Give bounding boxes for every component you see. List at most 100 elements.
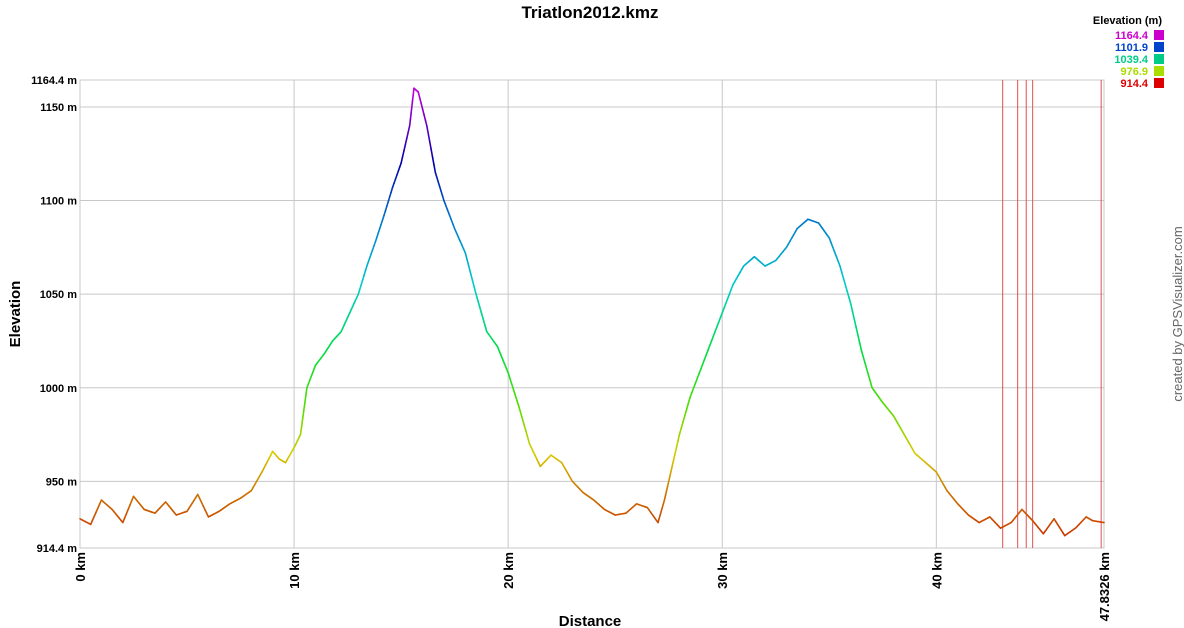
elevation-segment — [857, 333, 861, 344]
elevation-segment — [519, 411, 524, 420]
elevation-segment — [692, 382, 697, 389]
y-tick-label: 1150 m — [40, 102, 77, 114]
elevation-segment — [426, 124, 430, 135]
elevation-segment — [446, 209, 451, 216]
elevation-segment — [443, 199, 447, 207]
elevation-segment — [302, 402, 306, 412]
x-tick-label: 47.8326 km — [1097, 552, 1112, 621]
elevation-segment — [437, 181, 441, 188]
elevation-segment — [450, 218, 454, 225]
elevation-segment — [404, 137, 408, 146]
elevation-segment — [526, 436, 531, 445]
elevation-segment — [364, 265, 368, 272]
elevation-segment — [477, 299, 481, 308]
elevation-segment — [864, 361, 868, 370]
legend-swatch — [1154, 66, 1164, 76]
elevation-segment — [469, 272, 474, 282]
elevation-segment — [714, 326, 718, 333]
plot-frame — [79, 79, 1105, 549]
elevation-segment — [848, 296, 852, 305]
x-tick-label: 20 km — [501, 552, 516, 589]
elevation-segment — [665, 485, 669, 492]
elevation-segment — [388, 191, 392, 198]
elevation-segment — [853, 318, 857, 328]
elevation-segment — [452, 223, 456, 230]
elevation-segment — [434, 171, 438, 178]
elevation-segment — [303, 394, 307, 405]
elevation-segment — [668, 471, 672, 478]
x-tick-label: 40 km — [929, 552, 944, 589]
elevation-segment — [411, 99, 414, 108]
elevation-segment — [400, 156, 404, 164]
elevation-segment — [521, 418, 526, 426]
elevation-segment — [386, 200, 390, 207]
x-axis-label: Distance — [559, 613, 622, 628]
elevation-segment — [707, 344, 711, 352]
legend-swatch — [1154, 54, 1164, 64]
elevation-segment — [473, 286, 477, 295]
elevation-segment — [514, 394, 518, 402]
legend-label: 1101.9 — [1115, 42, 1148, 54]
elevation-segment — [666, 480, 670, 487]
elevation-segment — [682, 415, 686, 423]
elevation-segment — [696, 372, 700, 380]
elevation-segment — [431, 156, 435, 166]
elevation-segment — [423, 113, 427, 121]
elevation-segment — [440, 190, 444, 197]
x-tick-label: 0 km — [73, 552, 88, 582]
elevation-segment — [678, 427, 683, 436]
elevation-segment — [830, 241, 834, 249]
elevation-segment — [708, 340, 713, 347]
elevation-segment — [664, 489, 668, 497]
elevation-segment — [512, 388, 517, 397]
legend-swatch — [1154, 30, 1164, 40]
elevation-segment — [680, 421, 684, 430]
x-tick-label: 30 km — [715, 552, 730, 589]
elevation-segment — [518, 405, 522, 414]
elevation-segment — [728, 288, 732, 295]
elevation-segment — [855, 326, 859, 336]
elevation-segment — [670, 464, 674, 473]
elevation-segment — [509, 377, 513, 385]
elevation-segment — [480, 312, 484, 320]
elevation-segment — [438, 185, 442, 192]
y-axis-label: Elevation — [7, 281, 24, 348]
elevation-segment — [363, 269, 367, 277]
elevation-segment — [300, 418, 304, 428]
elevation-segment — [719, 312, 724, 319]
elevation-segment — [835, 255, 839, 263]
elevation-segment — [433, 163, 437, 174]
elevation-segment — [689, 391, 693, 398]
elevation-segment — [403, 143, 407, 152]
elevation-segment — [671, 458, 675, 467]
elevation-segment — [430, 148, 434, 158]
elevation-segment — [484, 324, 488, 333]
elevation-segment — [401, 149, 405, 158]
elevation-segment — [424, 119, 428, 127]
y-tick-label: 914.4 m — [37, 543, 78, 555]
elevation-segment — [851, 310, 856, 320]
elevation-segment — [716, 321, 720, 328]
elevation-segment — [860, 349, 864, 358]
elevation-segment — [482, 318, 486, 327]
y-tick-label: 1000 m — [40, 383, 78, 395]
elevation-segment — [410, 106, 413, 114]
y-axis-ticks: 914.4 m 950 m 1000 m 1050 m 1100 m 1150 m 1164… — [31, 75, 77, 555]
elevation-segment — [867, 374, 872, 383]
elevation-segment — [387, 196, 391, 203]
elevation-segment — [383, 210, 387, 217]
elevation-segment — [427, 132, 431, 143]
elevation-segment — [299, 425, 303, 436]
elevation-segment — [837, 260, 841, 267]
elevation-segment — [361, 274, 365, 281]
elevation-segment — [869, 380, 873, 389]
elevation-segment — [723, 302, 727, 309]
legend-label: 914.4 — [1120, 78, 1148, 90]
elevation-segment — [712, 330, 716, 338]
elevation-segment — [725, 298, 729, 305]
elevation-segment — [672, 452, 676, 461]
legend-label: 976.9 — [1120, 66, 1148, 78]
elevation-segment — [721, 307, 725, 314]
elevation-segment — [698, 368, 702, 375]
elevation-segment — [305, 386, 308, 397]
